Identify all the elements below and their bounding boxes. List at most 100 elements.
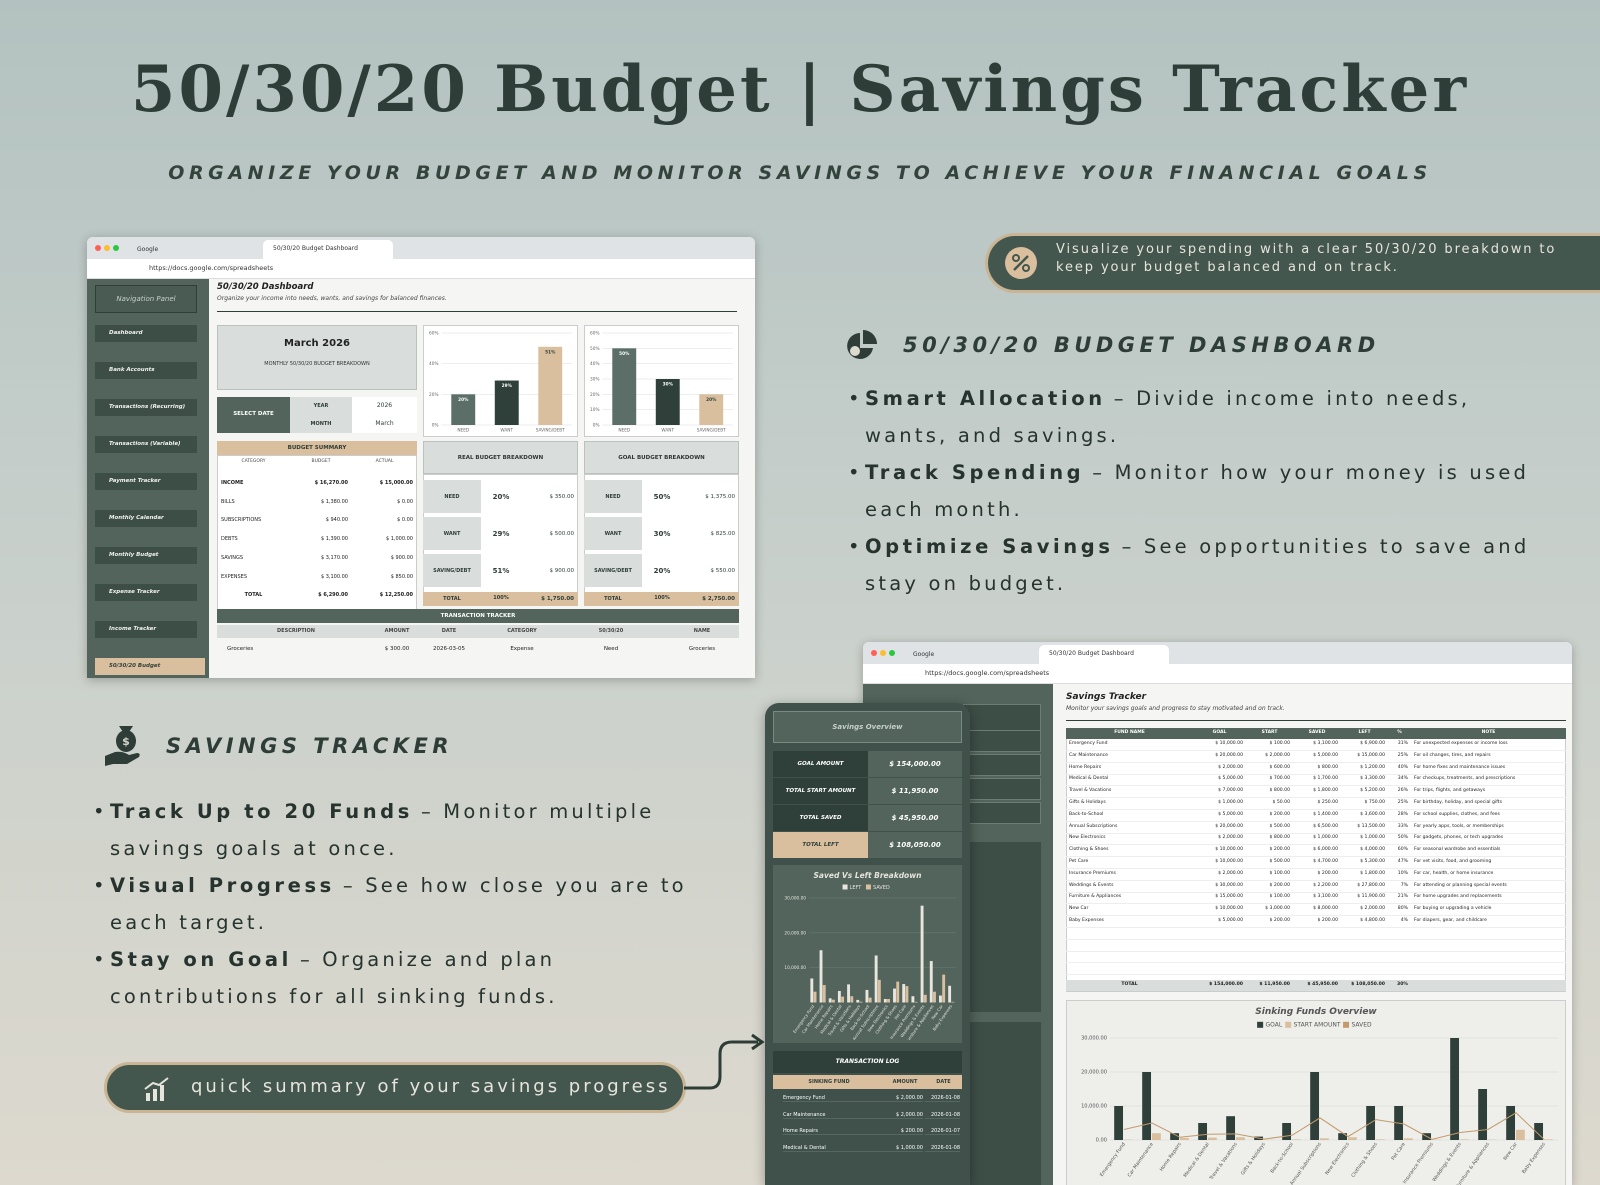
- table-cell: $ 3,100.00: [320, 573, 348, 580]
- bar: [612, 348, 637, 425]
- bullet: Track Up to 20 Funds– Monitor multiple s…: [93, 793, 703, 867]
- value-label: 29%: [502, 383, 513, 389]
- table-cell: Medical & Dental: [783, 1145, 885, 1152]
- x-tick-label: NEED: [618, 428, 631, 434]
- x-tick-label: Insurance Premiums: [1402, 1141, 1435, 1185]
- table-cell: 28%: [1397, 811, 1408, 817]
- table-cell: $ 5,000.00: [1218, 918, 1243, 923]
- table-cell: $ 4,800.00: [1360, 918, 1385, 923]
- table-cell: $ 800.00: [1269, 788, 1290, 794]
- bar: [856, 999, 860, 1003]
- bullet-text: – Organize and plan contributions for al…: [110, 948, 558, 1008]
- table-cell: $ 45,950.00: [1307, 982, 1338, 987]
- y-tick-label: 10,000.00: [784, 965, 806, 971]
- table-cell: Expense: [510, 646, 534, 652]
- table-cell: $ 0.00: [397, 517, 413, 524]
- y-tick-label: 10,000.00: [1081, 1104, 1107, 1110]
- table-cell: For birthday, holiday, and special gifts: [1414, 800, 1502, 805]
- row-line: [1066, 962, 1566, 964]
- breakdown-amount: $ 1,375.00: [705, 493, 735, 500]
- table-cell: $ 900.00: [390, 554, 413, 561]
- bar: [1310, 1072, 1320, 1140]
- log-head-bg: [773, 1075, 962, 1089]
- table-cell: $ 2,000.00: [1218, 835, 1243, 841]
- table-cell: 34%: [1397, 776, 1408, 782]
- bar: [893, 988, 896, 1003]
- bar: [1376, 1139, 1385, 1140]
- table-cell: $ 16,270.00: [314, 480, 348, 486]
- bar: [1478, 1089, 1488, 1140]
- table-cell: $ 500.00: [1269, 823, 1290, 829]
- month-title: March 2026: [284, 338, 350, 349]
- table-header: AMOUNT: [892, 1079, 918, 1085]
- row-line: [1066, 809, 1566, 810]
- pie-icon: [847, 330, 877, 359]
- row-line: [1066, 797, 1566, 799]
- x-tick-label: WANT: [500, 428, 513, 434]
- table-cell: New Car: [1069, 906, 1089, 912]
- window-dot: [104, 245, 110, 251]
- breakdown-label: TOTAL: [584, 592, 642, 606]
- x-tick-label: Car Maintenance: [1127, 1142, 1155, 1179]
- table-cell: Home Repairs: [783, 1128, 885, 1135]
- y-tick-label: 0%: [593, 423, 600, 429]
- table-cell: $ 3,100.00: [1313, 894, 1338, 900]
- row-line: [1066, 891, 1566, 893]
- table-header: LEFT: [1358, 730, 1371, 735]
- table-cell: SUBSCRIPTIONS: [221, 517, 262, 524]
- legend-label: SAVED: [873, 885, 890, 891]
- tracker-title: TRANSACTION TRACKER: [217, 609, 739, 623]
- bar: [865, 989, 869, 1003]
- bar: [942, 974, 946, 1003]
- page-subtitle: ORGANIZE YOUR BUDGET AND MONITOR SAVINGS…: [168, 162, 1432, 184]
- bullet-text: – Divide income into needs, wants, and s…: [865, 387, 1471, 447]
- row-line: [1066, 856, 1566, 858]
- legend-swatch: [1343, 1021, 1350, 1028]
- table-cell: $ 4,000.00: [1360, 847, 1385, 853]
- cell: March: [352, 415, 417, 433]
- nav-item: 50/30/20 Budget: [95, 658, 205, 675]
- table-cell: $ 5,200.00: [1360, 788, 1385, 794]
- table-cell: $ 12,250.00: [379, 592, 413, 599]
- overview-value: $ 45,950.00: [868, 805, 962, 831]
- overview-title: Savings Overview: [773, 711, 962, 743]
- table-cell: $ 800.00: [1269, 835, 1290, 841]
- legend-label: LEFT: [850, 885, 863, 891]
- value-label: 20%: [706, 397, 717, 403]
- bar: [494, 380, 519, 425]
- nav-item: Income Tracker: [95, 621, 197, 638]
- page-title: 50/30/20 Budget | Savings Tracker: [130, 52, 1470, 127]
- overview-label: TOTAL SAVED: [773, 805, 868, 831]
- table-cell: $ 3,100.00: [1313, 741, 1338, 746]
- bar: [837, 991, 841, 1003]
- divider: [1066, 720, 1566, 721]
- bar: [1142, 1072, 1152, 1140]
- sheet-subtitle: Organize your income into needs, wants, …: [217, 295, 447, 302]
- bar: [1544, 1139, 1553, 1140]
- side-cell: [963, 778, 1041, 800]
- callout-text: Visualize your spending with a clear 50/…: [1056, 242, 1557, 275]
- table-cell: For gadgets, phones, or tech upgrades: [1414, 835, 1504, 841]
- overview-label: TOTAL START AMOUNT: [773, 778, 868, 804]
- money-hand-icon: $: [105, 726, 140, 766]
- bar: [655, 379, 680, 425]
- tab: 50/30/20 Budget Dashboard: [1039, 645, 1169, 664]
- row-line: [1066, 974, 1566, 976]
- table-cell: $ 750.00: [1364, 800, 1385, 805]
- table-cell: For buying or upgrading a vehicle: [1414, 906, 1492, 912]
- bar: [883, 999, 887, 1003]
- bar: [1506, 1106, 1516, 1140]
- savings-bullets: Track Up to 20 Funds– Monitor multiple s…: [93, 793, 703, 1015]
- bar: [822, 985, 826, 1003]
- breakdown-amount: $ 900.00: [549, 567, 575, 574]
- table-cell: $ 200.00: [1317, 870, 1338, 876]
- table-cell: 33%: [1397, 823, 1408, 829]
- table-cell: Furniture & Appliances: [1069, 894, 1122, 900]
- table-header: ACTUAL: [375, 459, 394, 464]
- bullet: Smart Allocation– Divide income into nee…: [848, 380, 1558, 454]
- table-cell: For diapers, gear, and childcare: [1414, 918, 1487, 923]
- table-cell: $ 2,000.00: [885, 1112, 923, 1119]
- table-header: SINKING FUND: [808, 1079, 850, 1085]
- breakdown-pct: 20%: [653, 566, 671, 575]
- table-cell: For school supplies, clothes, and fees: [1414, 811, 1500, 817]
